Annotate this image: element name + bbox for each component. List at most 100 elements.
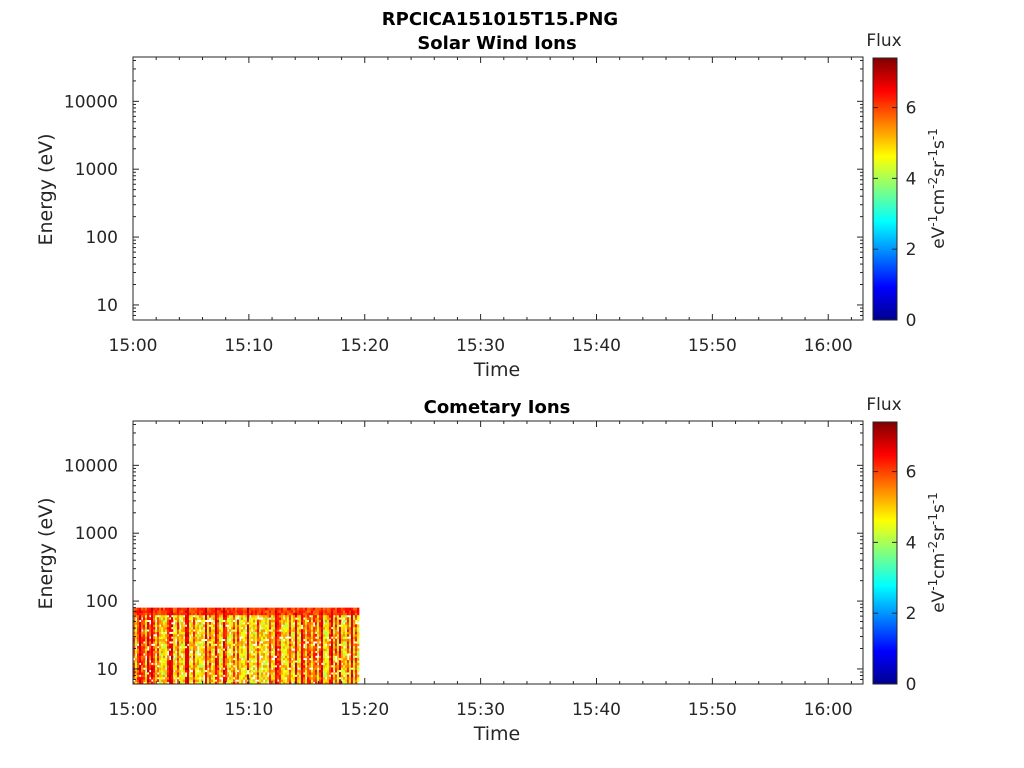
heatmap-cell (320, 643, 324, 647)
heatmap-cell (172, 648, 176, 651)
heatmap-cell (318, 676, 322, 680)
heatmap-cell (346, 638, 350, 642)
heatmap-cell (306, 610, 310, 613)
heatmap-cell (258, 650, 262, 654)
heatmap-cell (264, 655, 268, 659)
heatmap-cell (198, 636, 202, 640)
heatmap-cell (158, 652, 162, 656)
heatmap-cell (242, 652, 246, 656)
heatmap-cell (268, 645, 272, 649)
heatmap-cell (196, 681, 200, 685)
heatmap-cell (272, 610, 276, 613)
heatmap-cell (180, 624, 184, 628)
heatmap-cell (186, 660, 190, 663)
heatmap-cell (304, 617, 308, 620)
heatmap-cell (300, 631, 304, 635)
y-tick-label: 10 (96, 296, 118, 316)
heatmap-cell (162, 679, 166, 683)
heatmap-cell (176, 624, 180, 628)
heatmap-cell (282, 629, 286, 632)
heatmap-cell (262, 621, 266, 625)
heatmap-cell (282, 607, 286, 611)
heatmap-cell (256, 660, 260, 663)
heatmap-cell (250, 617, 254, 620)
heatmap-cell (214, 652, 218, 656)
heatmap-cell (278, 626, 282, 630)
heatmap-cell (356, 643, 360, 647)
heatmap-cell (292, 676, 296, 680)
heatmap-cell (352, 621, 356, 625)
heatmap-cell (314, 643, 318, 647)
heatmap-cell (288, 641, 292, 644)
heatmap-cell (338, 655, 342, 659)
heatmap-cell (236, 619, 240, 623)
heatmap-cell (286, 660, 290, 663)
heatmap-cell (352, 624, 356, 628)
heatmap-cell (162, 624, 166, 628)
heatmap-cell (206, 648, 210, 651)
heatmap-cell (254, 607, 258, 611)
heatmap-cell (312, 669, 316, 673)
heatmap-cell (352, 652, 356, 656)
heatmap-cell (202, 641, 206, 644)
heatmap-cell (316, 614, 320, 618)
heatmap-cell (294, 633, 298, 637)
heatmap-cell (356, 660, 360, 663)
heatmap-cell (145, 624, 148, 628)
heatmap-cell (210, 648, 214, 651)
heatmap-cell (240, 652, 244, 656)
heatmap-cell (324, 655, 328, 659)
heatmap-cell (290, 676, 294, 680)
heatmap-cell (250, 657, 254, 661)
heatmap-cell (266, 624, 270, 628)
heatmap-cell (139, 660, 142, 663)
heatmap-cell (240, 641, 244, 644)
heatmap-cell (296, 633, 300, 637)
heatmap-cell (286, 641, 290, 644)
heatmap-cell (298, 681, 302, 685)
heatmap-cell (300, 657, 304, 661)
heatmap-cell (332, 610, 336, 613)
heatmap-cell (344, 676, 348, 680)
heatmap-cell (149, 679, 152, 683)
heatmap-cell (298, 619, 302, 623)
heatmap-cell (196, 624, 200, 628)
heatmap-cell (306, 652, 310, 656)
heatmap-cell (334, 641, 338, 644)
heatmap-cell (326, 631, 330, 635)
heatmap-cell (248, 643, 252, 647)
heatmap-cell (210, 672, 214, 675)
heatmap-cell (248, 681, 252, 685)
heatmap-cell (141, 641, 144, 644)
heatmap-cell (318, 679, 322, 683)
heatmap-cell (282, 652, 286, 656)
heatmap-cell (176, 619, 180, 623)
x-tick-label: 16:00 (804, 700, 853, 720)
heatmap-cell (238, 662, 242, 666)
heatmap-cell (322, 679, 326, 683)
heatmap-cell (346, 633, 350, 637)
heatmap-cell (218, 617, 222, 620)
heatmap-cell (180, 641, 184, 644)
heatmap-cell (272, 667, 276, 671)
heatmap-cell (158, 633, 162, 637)
heatmap-cell (174, 636, 178, 640)
heatmap-cell (158, 619, 162, 623)
heatmap-cell (336, 669, 340, 673)
heatmap-cell (278, 614, 282, 618)
heatmap-cell (272, 681, 276, 685)
heatmap-cell (292, 617, 296, 620)
heatmap-cell (280, 617, 284, 620)
heatmap-cell (174, 643, 178, 647)
heatmap-cell (330, 614, 334, 618)
heatmap-cell (184, 631, 188, 635)
heatmap-cell (314, 648, 318, 651)
heatmap-cell (332, 672, 336, 675)
heatmap-cell (322, 645, 326, 649)
heatmap-cell (344, 619, 348, 623)
heatmap-cell (218, 607, 222, 611)
heatmap-cell (198, 657, 202, 661)
heatmap-cell (155, 674, 158, 678)
